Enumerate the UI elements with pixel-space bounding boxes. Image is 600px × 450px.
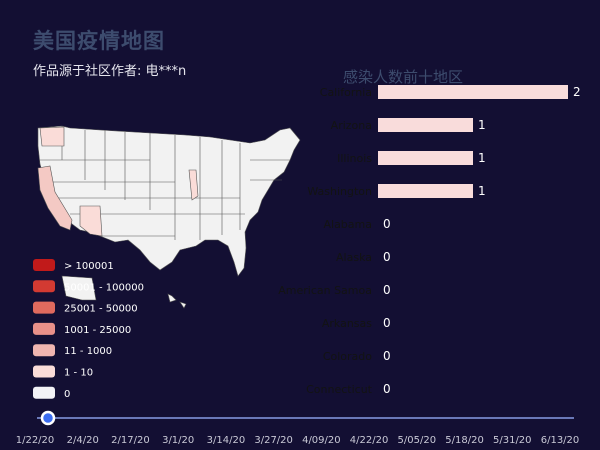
category-label: Arizona <box>331 119 372 132</box>
chart-subtitle: 作品源于社区作者: 电***n <box>33 64 187 79</box>
hawaii <box>167 293 187 309</box>
timeline-label[interactable]: 5/05/20 <box>398 435 437 446</box>
value-label: 0 <box>383 217 391 231</box>
legend-swatch[interactable] <box>33 280 55 293</box>
value-label: 0 <box>383 250 391 264</box>
category-label: Alabama <box>323 218 372 231</box>
bar-chart-title: 感染人数前十地区 <box>343 68 464 86</box>
legend-swatch[interactable] <box>33 301 55 314</box>
bar[interactable] <box>378 184 473 198</box>
bar[interactable] <box>378 85 568 99</box>
value-label: 2 <box>573 85 581 99</box>
legend-swatch[interactable] <box>33 322 55 335</box>
us-map-shapes <box>37 125 301 309</box>
legend-label: 50001 - 100000 <box>64 282 144 293</box>
state-washington <box>39 126 65 147</box>
timeline-label[interactable]: 3/27/20 <box>254 435 293 446</box>
category-label: Connecticut <box>306 383 373 396</box>
bar[interactable] <box>378 118 473 132</box>
category-label: Alaska <box>336 251 372 264</box>
value-label: 1 <box>478 151 486 165</box>
value-label: 0 <box>383 316 391 330</box>
timeline-label[interactable]: 4/09/20 <box>302 435 341 446</box>
value-label: 1 <box>478 184 486 198</box>
timeline-label[interactable]: 3/1/20 <box>162 435 194 446</box>
category-label: Colorado <box>323 350 372 363</box>
value-label: 1 <box>478 118 486 132</box>
legend-label: 1 - 10 <box>64 368 93 379</box>
alaska <box>61 275 97 301</box>
legend-swatch[interactable] <box>33 259 55 271</box>
legend-swatch[interactable] <box>33 365 55 378</box>
category-label: California <box>320 86 372 99</box>
category-label: Washington <box>307 185 372 198</box>
legend-swatch[interactable] <box>33 344 55 357</box>
timeline-label[interactable]: 2/4/20 <box>67 435 99 446</box>
legend-label: 0 <box>64 389 70 400</box>
timeline-label[interactable]: 5/31/20 <box>493 435 532 446</box>
legend-swatch[interactable] <box>33 386 55 399</box>
state-california <box>37 165 73 231</box>
legend-label: 1001 - 25000 <box>64 325 131 336</box>
timeline-label[interactable]: 2/17/20 <box>111 435 150 446</box>
legend-label: 11 - 1000 <box>64 346 112 357</box>
timeline-label[interactable]: 3/14/20 <box>207 435 246 446</box>
value-label: 0 <box>383 349 391 363</box>
category-label: American Samoa <box>278 284 372 297</box>
value-label: 0 <box>383 283 391 297</box>
timeline-handle[interactable] <box>40 410 56 426</box>
timeline-label[interactable]: 1/22/20 <box>16 435 55 446</box>
category-label: Arkansas <box>322 317 372 330</box>
value-label: 0 <box>383 382 391 396</box>
bar[interactable] <box>378 151 473 165</box>
state-arizona <box>79 205 103 237</box>
legend-label: 25001 - 50000 <box>64 304 138 315</box>
state-illinois <box>188 169 199 201</box>
timeline-label[interactable]: 5/18/20 <box>445 435 484 446</box>
timeline-label[interactable]: 6/13/20 <box>541 435 580 446</box>
chart-title: 美国疫情地图 <box>33 29 165 53</box>
legend-label: > 100001 <box>64 261 114 272</box>
category-label: Illinois <box>337 152 372 165</box>
timeline-label[interactable]: 4/22/20 <box>350 435 389 446</box>
